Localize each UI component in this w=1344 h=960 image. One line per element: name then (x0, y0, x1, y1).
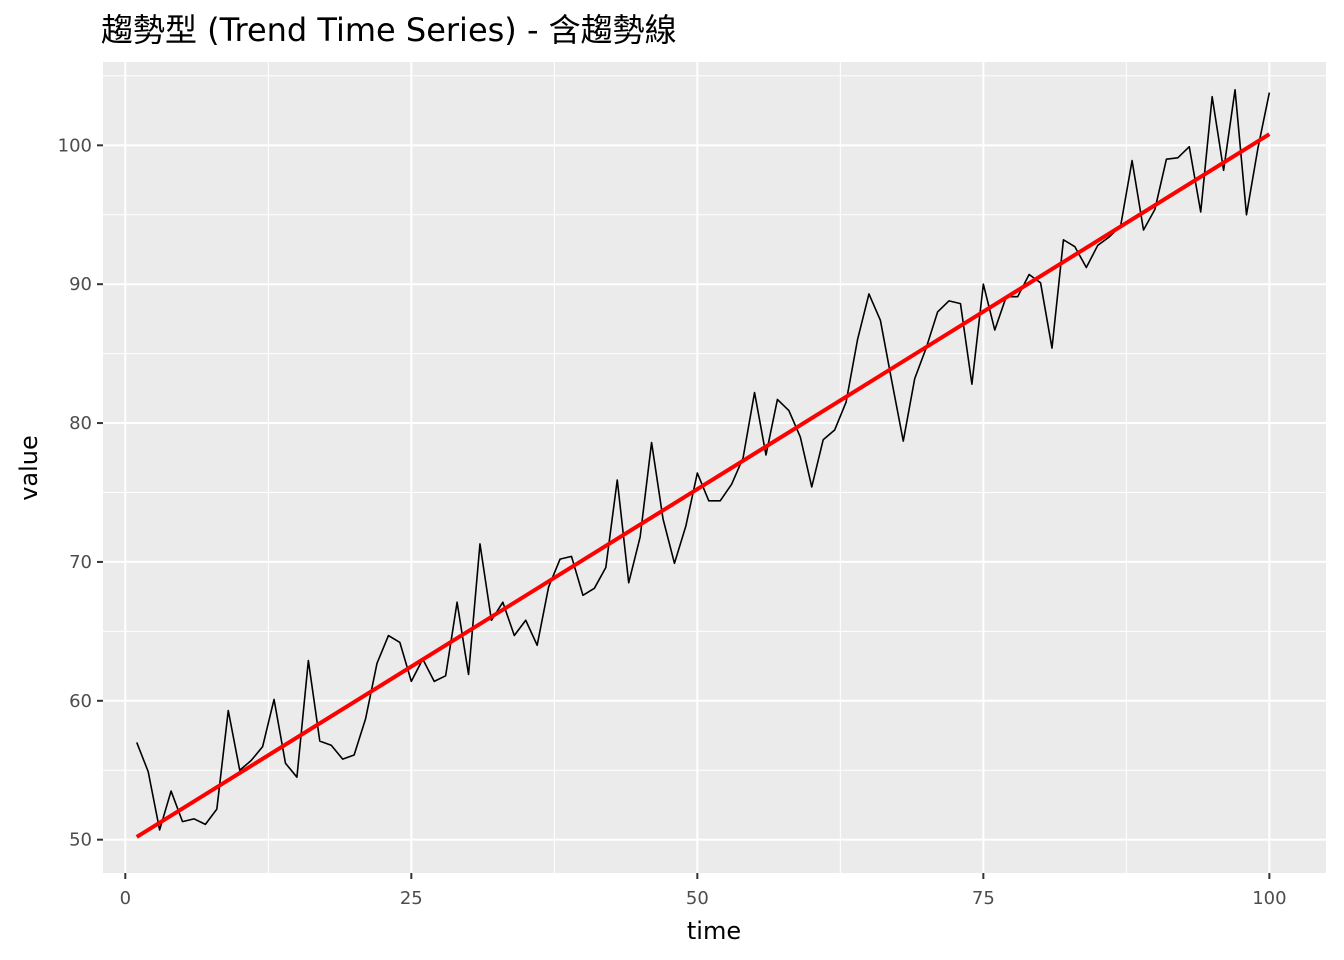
grid-minor (103, 62, 1326, 873)
x-tick-label: 25 (400, 888, 423, 909)
y-tick-label: 50 (69, 830, 92, 851)
y-axis-title: value (15, 435, 43, 501)
y-tick-label: 70 (69, 552, 92, 573)
x-tick-label: 75 (972, 888, 995, 909)
grid-major (103, 62, 1326, 873)
series-layer (135, 88, 1271, 839)
x-axis-title: time (687, 917, 741, 945)
y-tick-label: 60 (69, 691, 92, 712)
y-tick-label: 90 (69, 274, 92, 295)
y-tick-label: 80 (69, 413, 92, 434)
y-tick-label: 100 (58, 135, 92, 156)
x-axis: 0 25 50 75 100 (120, 873, 1287, 909)
x-tick-label: 0 (120, 888, 131, 909)
trend-line (135, 132, 1271, 839)
chart-title: 趨勢型 (Trend Time Series) - 含趨勢線 (101, 11, 677, 49)
x-tick-label: 50 (686, 888, 709, 909)
y-axis: 50 60 70 80 90 100 (58, 135, 103, 851)
plot-panel (103, 62, 1326, 873)
x-tick-label: 100 (1252, 888, 1286, 909)
